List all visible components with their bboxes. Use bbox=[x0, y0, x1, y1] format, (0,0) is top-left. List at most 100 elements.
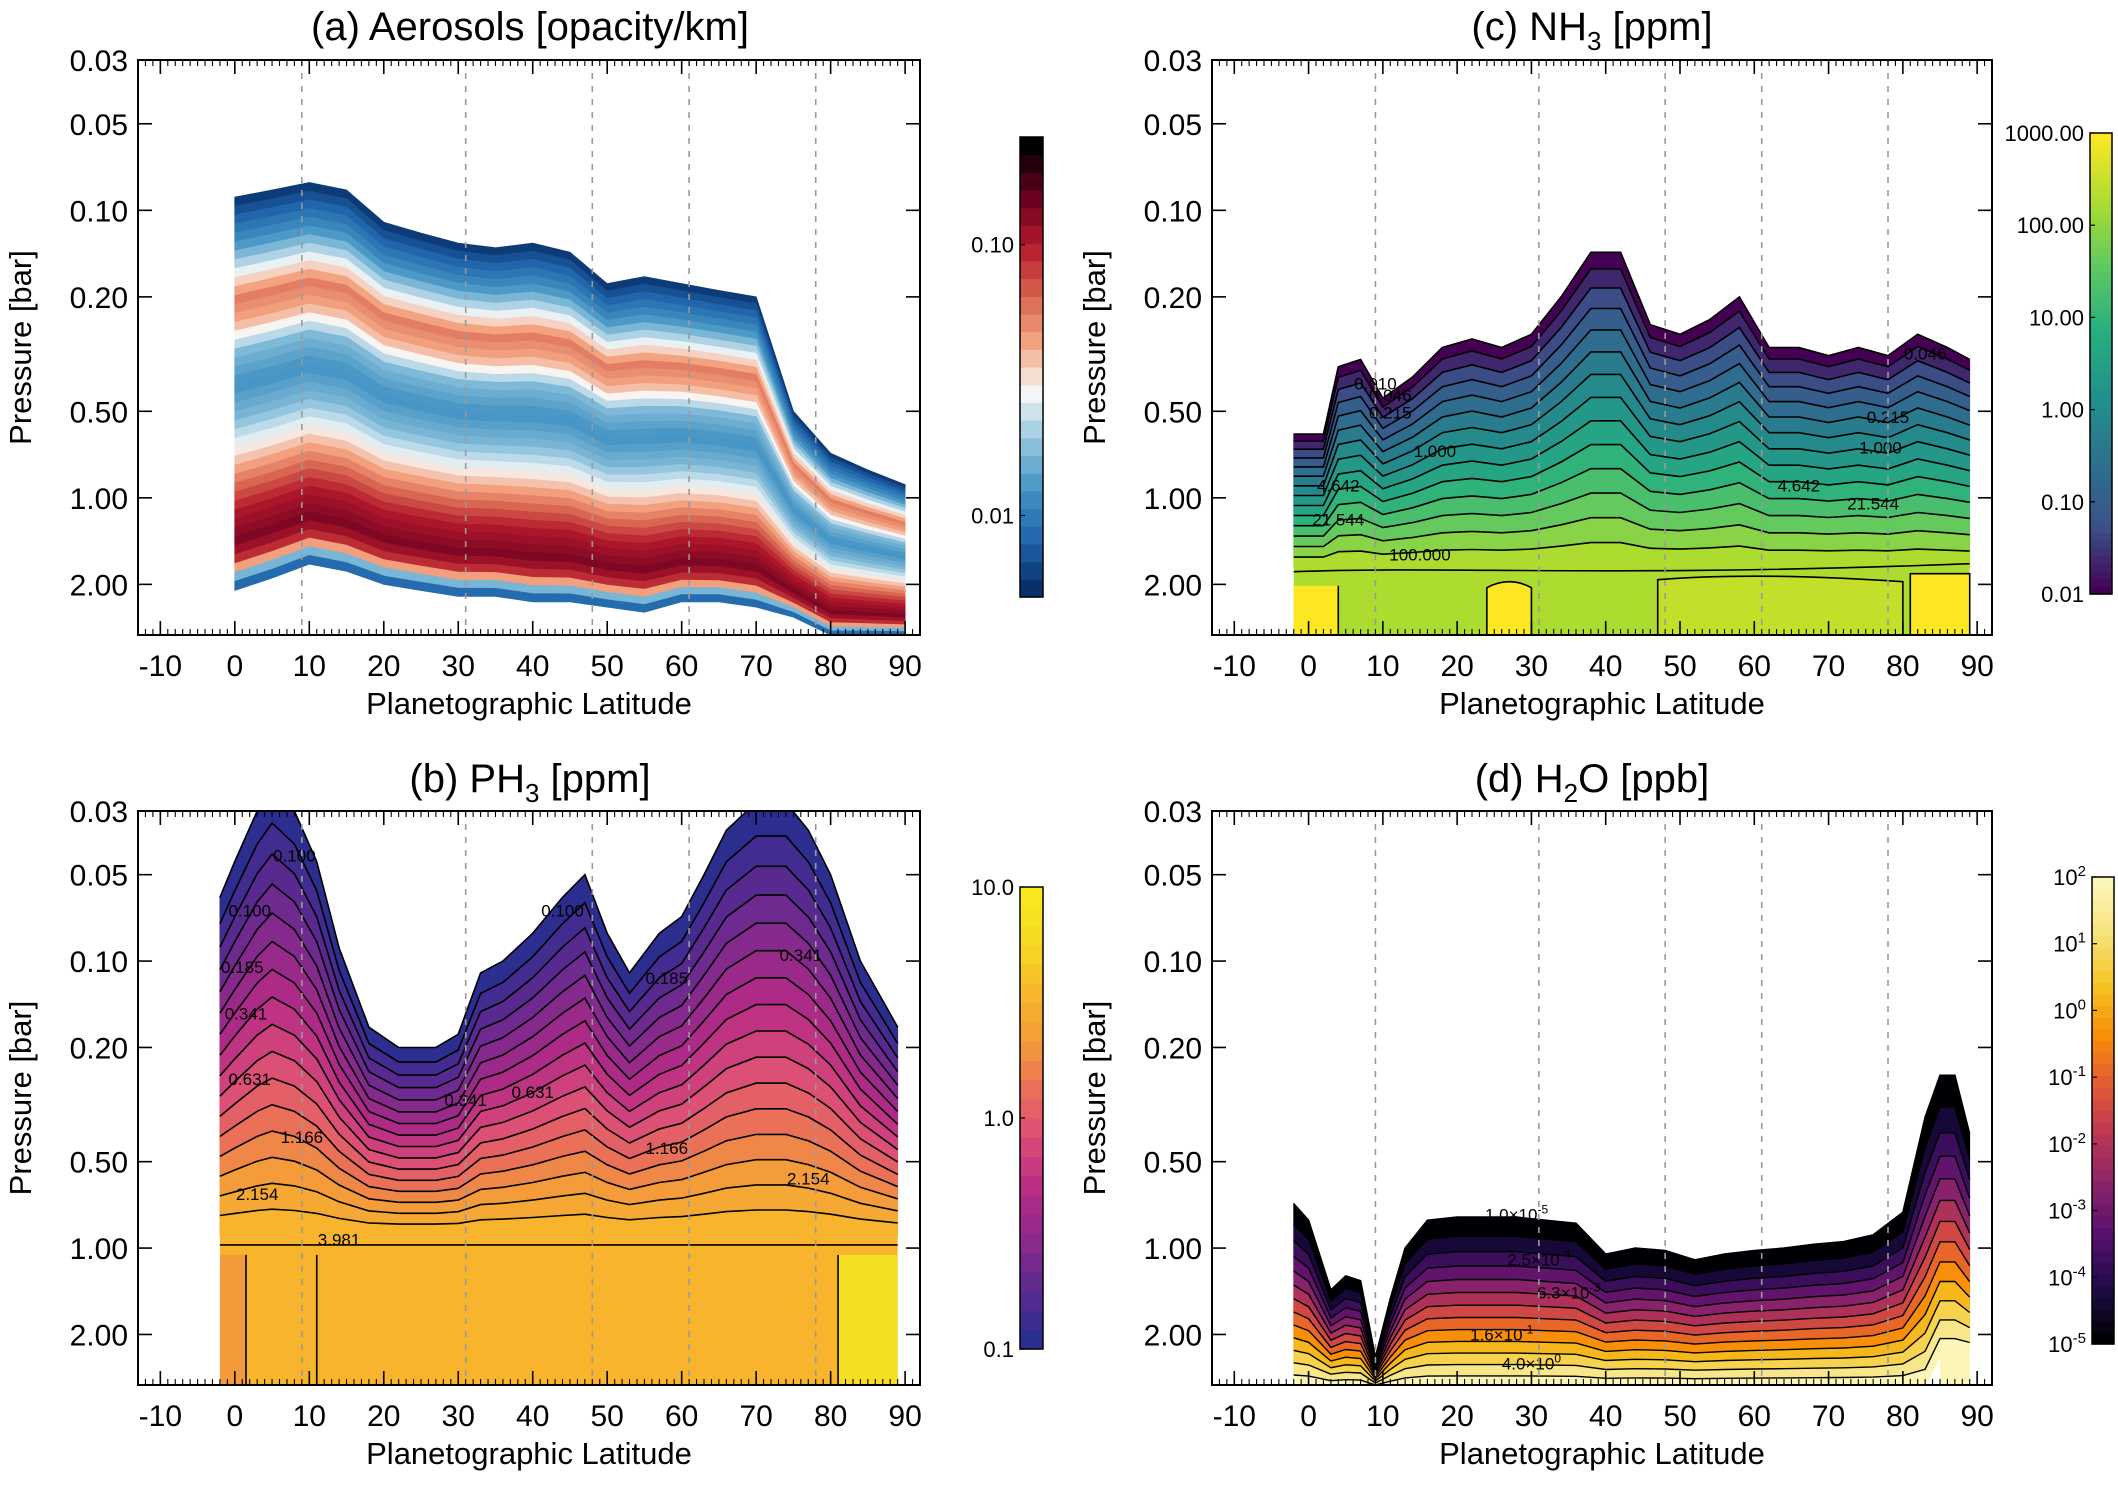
xaxis-label-b: Planetographic Latitude bbox=[366, 1436, 692, 1471]
xtick-label-a-9: 80 bbox=[814, 650, 847, 683]
xtick-label-c-2: 10 bbox=[1366, 650, 1399, 683]
colorbar-band-c-30 bbox=[2090, 355, 2112, 365]
colorbar-band-b-9 bbox=[1020, 1156, 1043, 1177]
xtick-label-d-1: 0 bbox=[1300, 1400, 1317, 1433]
xtick-label-c-3: 20 bbox=[1440, 650, 1473, 683]
colorbar-tick-label-d-0: 10-5 bbox=[2048, 1330, 2086, 1357]
colorbar-band-d-21 bbox=[2092, 1087, 2114, 1100]
panel-title-c: (c) NH3 [ppm] bbox=[1471, 5, 1712, 56]
contour-label-d-0: 1.0×10-5 bbox=[1485, 1202, 1548, 1224]
colorbar-band-d-33 bbox=[2092, 947, 2114, 960]
xtick-label-d-4: 30 bbox=[1515, 1400, 1548, 1433]
xtick-label-a-3: 20 bbox=[367, 650, 400, 683]
contour-line-d-11 bbox=[1293, 1319, 1971, 1384]
ytick-label-a-6: 2.00 bbox=[70, 569, 128, 602]
contour-line-c-3 bbox=[1293, 307, 1971, 459]
colorbar-band-c-10 bbox=[2090, 509, 2112, 518]
colorbar-band-d-11 bbox=[2092, 1203, 2114, 1217]
colorbar-band-a-4 bbox=[1020, 508, 1043, 527]
colorbar-band-c-39 bbox=[2090, 286, 2112, 295]
xtick-label-d-3: 20 bbox=[1440, 1400, 1473, 1433]
colorbar-band-c-41 bbox=[2090, 271, 2112, 280]
contour-label-b-13: 1.166 bbox=[646, 1139, 689, 1158]
colorbar-band-c-2 bbox=[2090, 570, 2112, 580]
colorbar-band-d-19 bbox=[2092, 1110, 2114, 1123]
colorbar-band-d-24 bbox=[2092, 1052, 2114, 1065]
colorbar-band-d-4 bbox=[2092, 1285, 2114, 1298]
colorbar-band-d-31 bbox=[2092, 970, 2114, 983]
contour-top-d bbox=[1293, 1074, 1971, 1358]
colorbar-band-c-46 bbox=[2090, 232, 2112, 242]
contour-label-c-6: 100.000 bbox=[1389, 545, 1450, 564]
colorbar-band-d-26 bbox=[2092, 1028, 2114, 1042]
contour-label-c-2: 0.215 bbox=[1369, 404, 1412, 423]
colorbar-band-c-26 bbox=[2090, 386, 2112, 395]
contour-band-a-43 bbox=[234, 554, 906, 635]
ytick-label-a-2: 0.10 bbox=[70, 195, 128, 228]
colorbar-band-d-37 bbox=[2092, 900, 2114, 913]
xtick-label-a-0: -10 bbox=[139, 650, 182, 683]
contour-line-c-8 bbox=[1293, 420, 1970, 507]
xtick-label-d-0: -10 bbox=[1213, 1400, 1256, 1433]
colorbar-band-a-19 bbox=[1020, 243, 1043, 262]
colorbar-band-c-6 bbox=[2090, 540, 2112, 549]
ytick-label-d-1: 0.05 bbox=[1144, 860, 1202, 893]
colorbar-band-a-12 bbox=[1020, 367, 1043, 386]
deep-layer-c bbox=[1293, 562, 1971, 635]
colorbar-band-c-49 bbox=[2090, 209, 2112, 219]
colorbar-band-c-55 bbox=[2090, 163, 2112, 173]
colorbar-band-d-20 bbox=[2092, 1098, 2114, 1112]
contour-line-b-2 bbox=[219, 853, 899, 1076]
panel-b: (b) PH3 [ppm]0.1000.1850.3410.6311.1662.… bbox=[3, 757, 1044, 1471]
colorbar-band-a-0 bbox=[1020, 579, 1043, 598]
colorbar-band-d-34 bbox=[2092, 935, 2114, 948]
colorbar-band-d-12 bbox=[2092, 1192, 2114, 1205]
contour-line-d-2 bbox=[1293, 1132, 1971, 1366]
xaxis-label-d: Planetographic Latitude bbox=[1439, 1436, 1765, 1471]
colorbar-band-b-19 bbox=[1020, 964, 1043, 984]
contour-label-d-2: 6.3×10-3 bbox=[1537, 1281, 1600, 1303]
colorbar-band-a-18 bbox=[1020, 260, 1043, 280]
colorbar-band-a-15 bbox=[1020, 313, 1043, 333]
panel-c: (c) NH3 [ppm]0.0100.0460.2151.0004.64221… bbox=[1077, 5, 2113, 721]
xtick-label-a-8: 70 bbox=[739, 650, 772, 683]
colorbar-band-c-24 bbox=[2090, 401, 2112, 411]
colorbar-tick-label-d-6: 101 bbox=[2053, 930, 2086, 957]
colorbar-band-a-10 bbox=[1020, 402, 1043, 421]
colorbar-band-b-13 bbox=[1020, 1079, 1043, 1100]
contour-line-b-9 bbox=[219, 1050, 899, 1159]
colorbar-band-d-13 bbox=[2092, 1180, 2114, 1193]
colorbar-band-a-7 bbox=[1020, 455, 1043, 474]
colorbar-band-b-6 bbox=[1020, 1214, 1043, 1235]
colorbar-band-c-19 bbox=[2090, 440, 2112, 449]
colorbar-band-b-20 bbox=[1020, 944, 1043, 965]
contour-line-d-5 bbox=[1293, 1199, 1971, 1373]
colorbar-band-d-30 bbox=[2092, 982, 2114, 995]
colorbar-band-c-43 bbox=[2090, 255, 2112, 265]
ytick-label-d-6: 2.00 bbox=[1144, 1319, 1202, 1352]
panel-title-a: (a) Aerosols [opacity/km] bbox=[311, 5, 749, 49]
contour-label-d-4: 4.0×100 bbox=[1502, 1352, 1561, 1374]
ytick-label-c-6: 2.00 bbox=[1144, 569, 1202, 602]
contour-label-b-3: 0.631 bbox=[228, 1070, 271, 1089]
colorbar-band-d-2 bbox=[2092, 1308, 2114, 1322]
contour-label-d-1: 2.5×10-4 bbox=[1507, 1247, 1570, 1269]
contour-line-c-6 bbox=[1293, 373, 1970, 487]
xtick-label-b-4: 30 bbox=[442, 1400, 475, 1433]
colorbar-band-c-54 bbox=[2090, 171, 2112, 180]
colorbar-band-b-8 bbox=[1020, 1175, 1043, 1196]
ytick-label-d-0: 0.03 bbox=[1144, 796, 1202, 829]
contour-line-c-4 bbox=[1293, 329, 1970, 468]
colorbar-band-d-38 bbox=[2092, 888, 2114, 901]
colorbar-band-c-58 bbox=[2090, 140, 2112, 149]
colorbar-band-a-3 bbox=[1020, 526, 1043, 545]
contour-line-d-4 bbox=[1293, 1178, 1971, 1371]
contour-label-c-1: 0.046 bbox=[1369, 386, 1412, 405]
contour-label-c-10: 4.642 bbox=[1778, 476, 1821, 495]
contour-line-b-3 bbox=[219, 882, 899, 1089]
ytick-label-c-5: 1.00 bbox=[1144, 483, 1202, 516]
plot-frame-a bbox=[137, 59, 921, 636]
contour-label-c-3: 1.000 bbox=[1414, 442, 1457, 461]
ytick-label-c-0: 0.03 bbox=[1144, 45, 1202, 78]
